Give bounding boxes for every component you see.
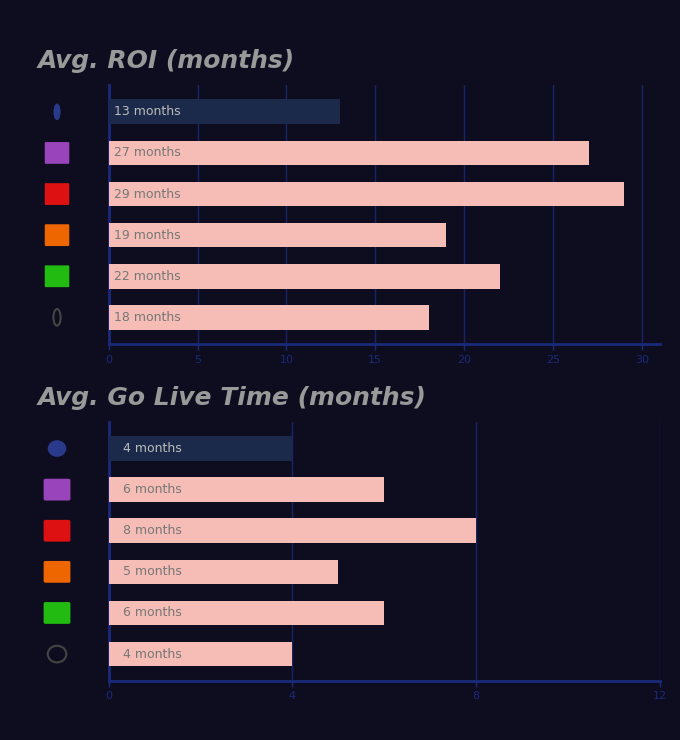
Text: 6 months: 6 months [122, 483, 182, 496]
Bar [109, 141, 588, 165]
Text: 13 months: 13 months [114, 105, 181, 118]
FancyBboxPatch shape [44, 519, 71, 542]
FancyBboxPatch shape [44, 479, 71, 500]
Bar [109, 477, 384, 502]
Text: 18 months: 18 months [114, 311, 181, 324]
Text: 22 months: 22 months [114, 270, 181, 283]
FancyBboxPatch shape [45, 224, 69, 246]
Bar [109, 305, 428, 330]
Bar [109, 182, 624, 206]
FancyBboxPatch shape [45, 183, 69, 205]
Text: 6 months: 6 months [122, 607, 182, 619]
Circle shape [48, 440, 67, 457]
Bar [109, 559, 339, 584]
Text: 5 months: 5 months [122, 565, 182, 579]
Text: 8 months: 8 months [122, 524, 182, 537]
Text: Avg. Go Live Time (months): Avg. Go Live Time (months) [37, 386, 426, 410]
Text: 4 months: 4 months [122, 442, 182, 455]
FancyBboxPatch shape [44, 602, 71, 624]
FancyBboxPatch shape [45, 142, 69, 164]
Text: 4 months: 4 months [122, 648, 182, 661]
Bar [109, 519, 476, 543]
Bar [109, 264, 500, 289]
Text: 19 months: 19 months [114, 229, 181, 242]
Bar [109, 223, 446, 247]
Circle shape [54, 104, 61, 120]
Bar [109, 99, 340, 124]
Bar [109, 601, 384, 625]
Bar [109, 436, 292, 461]
Text: 27 months: 27 months [114, 147, 181, 159]
Bar [109, 642, 292, 667]
FancyBboxPatch shape [44, 561, 71, 583]
FancyBboxPatch shape [45, 266, 69, 287]
Text: Avg. ROI (months): Avg. ROI (months) [37, 50, 294, 73]
Text: 29 months: 29 months [114, 187, 181, 201]
